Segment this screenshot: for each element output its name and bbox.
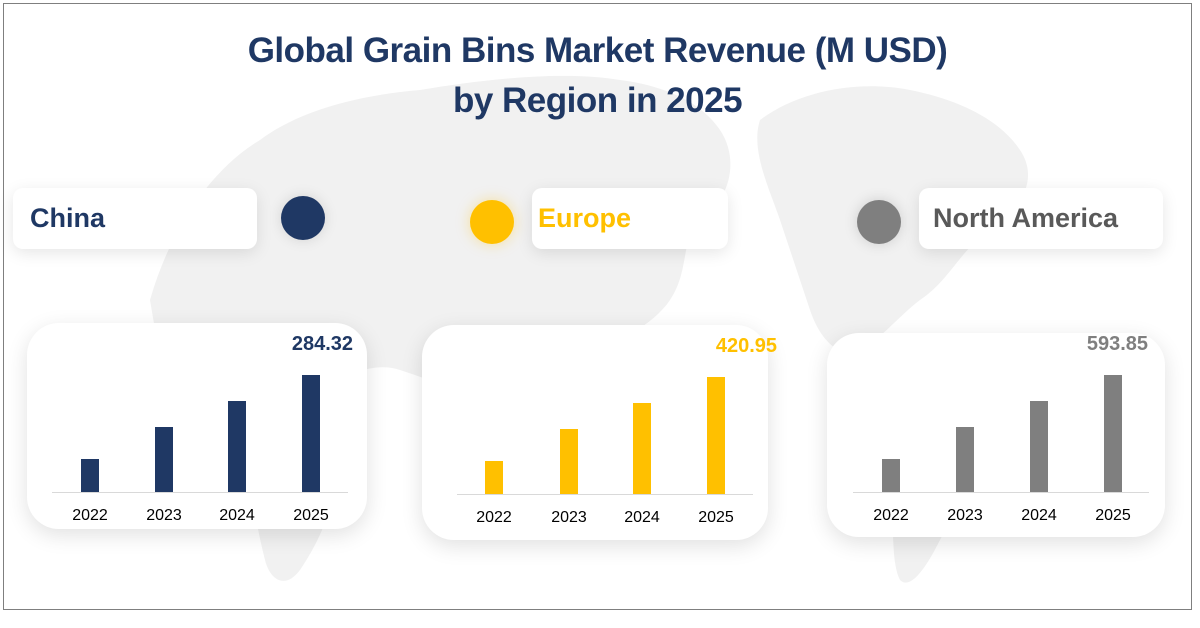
bar-north-america-2025	[1104, 375, 1122, 492]
x-tick-europe-2022: 2022	[476, 509, 512, 526]
x-tick-china-2023: 2023	[146, 507, 182, 524]
x-tick-europe-2023: 2023	[551, 509, 587, 526]
x-tick-north-america-2024: 2024	[1021, 507, 1057, 524]
value-label-china: 284.32	[291, 333, 353, 355]
x-tick-europe-2025: 2025	[698, 509, 734, 526]
x-axis-china	[52, 492, 348, 493]
bar-europe-2024	[633, 403, 651, 494]
x-tick-north-america-2022: 2022	[873, 507, 909, 524]
bar-china-2025	[302, 375, 320, 492]
region-name-north-america: North America	[933, 203, 1119, 233]
bar-north-america-2024	[1030, 401, 1048, 492]
bar-north-america-2023	[956, 427, 974, 492]
x-axis-europe	[457, 494, 753, 495]
x-axis-north-america	[853, 492, 1149, 493]
bar-north-america-2022	[882, 459, 900, 492]
x-tick-china-2025: 2025	[293, 507, 329, 524]
legend-dot-china	[281, 196, 325, 240]
region-name-europe: Europe	[538, 203, 632, 233]
x-tick-north-america-2023: 2023	[947, 507, 983, 524]
x-tick-europe-2024: 2024	[624, 509, 660, 526]
chart-title: Global Grain Bins Market Revenue (M USD)…	[0, 26, 1195, 126]
value-label-north-america: 593.85	[1086, 333, 1148, 355]
x-tick-china-2024: 2024	[219, 507, 255, 524]
value-label-europe: 420.95	[715, 335, 777, 357]
region-label-europe: Europe	[532, 188, 728, 249]
bar-china-2023	[155, 427, 173, 492]
bar-china-2022	[81, 459, 99, 492]
bar-china-2024	[228, 401, 246, 492]
chart-title-line-1: Global Grain Bins Market Revenue (M USD)	[247, 31, 948, 70]
bar-europe-2023	[560, 429, 578, 494]
region-name-china: China	[30, 203, 106, 233]
legend-dot-europe	[470, 200, 514, 244]
region-label-north-america: North America	[919, 188, 1163, 249]
region-label-china: China	[13, 188, 257, 249]
x-tick-china-2022: 2022	[72, 507, 108, 524]
x-tick-north-america-2025: 2025	[1095, 507, 1131, 524]
legend-dot-north-america	[857, 200, 901, 244]
chart-title-line-2: by Region in 2025	[452, 81, 743, 120]
bar-europe-2025	[707, 377, 725, 494]
bar-europe-2022	[485, 461, 503, 494]
